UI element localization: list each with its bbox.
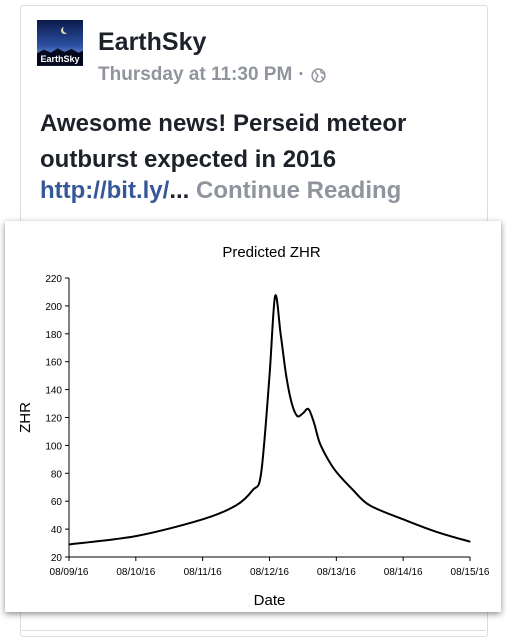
data-point — [68, 543, 70, 545]
globe-icon[interactable] — [310, 67, 326, 83]
post-meta: Thursday at 11:30 PM · — [98, 64, 326, 86]
series-line-0 — [68, 294, 471, 546]
y-tick-label: 200 — [45, 302, 62, 313]
x-tick-label: 08/12/16 — [250, 567, 289, 578]
y-tick-label: 80 — [51, 469, 63, 480]
y-tick-label: 60 — [51, 497, 63, 508]
post-text: Awesome news! Perseid meteor outburst ex… — [40, 110, 407, 173]
x-tick-label: 08/09/16 — [50, 567, 89, 578]
data-point — [280, 333, 282, 335]
y-tick-label: 120 — [45, 414, 62, 425]
data-point — [252, 489, 254, 491]
data-point — [313, 422, 315, 424]
data-point — [402, 518, 404, 520]
post-link-line: http://bit.ly/... Continue Reading — [40, 176, 401, 206]
data-point — [235, 504, 237, 506]
continue-reading-link[interactable]: Continue Reading — [196, 177, 402, 204]
data-point — [327, 458, 329, 460]
y-tick-label: 40 — [51, 525, 63, 536]
avatar-logo-text: EarthSky — [37, 53, 83, 65]
data-point — [296, 415, 298, 417]
chart-image[interactable]: Predicted ZHR Date ZHR 20 40 60 80 100 120 140 160… — [5, 221, 501, 612]
data-point — [352, 489, 354, 491]
data-point — [469, 541, 471, 543]
y-tick-label: 220 — [45, 274, 62, 285]
x-tick-label: 08/13/16 — [317, 567, 356, 578]
chart-title: Predicted ZHR — [222, 244, 321, 261]
data-point — [135, 535, 137, 537]
y-tick-label: 20 — [51, 553, 63, 564]
data-point — [369, 504, 371, 506]
link-ellipsis: ... — [169, 177, 190, 204]
data-point — [302, 412, 304, 414]
x-tick-label: 08/14/16 — [384, 567, 423, 578]
data-point — [274, 295, 276, 297]
page-name-link[interactable]: EarthSky — [98, 28, 207, 56]
earthsky-avatar[interactable]: EarthSky — [37, 20, 83, 66]
data-point — [202, 518, 204, 520]
data-point — [307, 408, 310, 410]
post-timestamp[interactable]: Thursday at 11:30 PM — [98, 64, 293, 85]
data-point — [285, 375, 287, 377]
meta-separator: · — [298, 64, 305, 85]
x-axis-label: Date — [254, 592, 286, 609]
post-link[interactable]: http://bit.ly/ — [40, 177, 170, 204]
data-point — [260, 472, 262, 474]
moon-icon — [63, 26, 70, 33]
y-tick-label: 140 — [45, 386, 62, 397]
y-tick-label: 100 — [45, 441, 62, 452]
x-tick-label: 08/15/16 — [451, 567, 490, 578]
card-bottom-border — [22, 630, 486, 631]
data-point — [268, 375, 271, 377]
y-tick-label: 160 — [45, 358, 62, 369]
data-point — [291, 402, 293, 405]
data-point — [335, 471, 337, 473]
zhr-chart: Predicted ZHR Date ZHR 20 40 60 80 100 120 140 160… — [17, 244, 490, 609]
y-tick-label: 180 — [45, 330, 62, 341]
data-point — [319, 442, 321, 444]
data-point — [436, 531, 438, 533]
y-axis-label: ZHR — [17, 402, 34, 433]
x-tick-label: 08/10/16 — [116, 567, 155, 578]
x-tick-label: 08/11/16 — [184, 567, 223, 578]
